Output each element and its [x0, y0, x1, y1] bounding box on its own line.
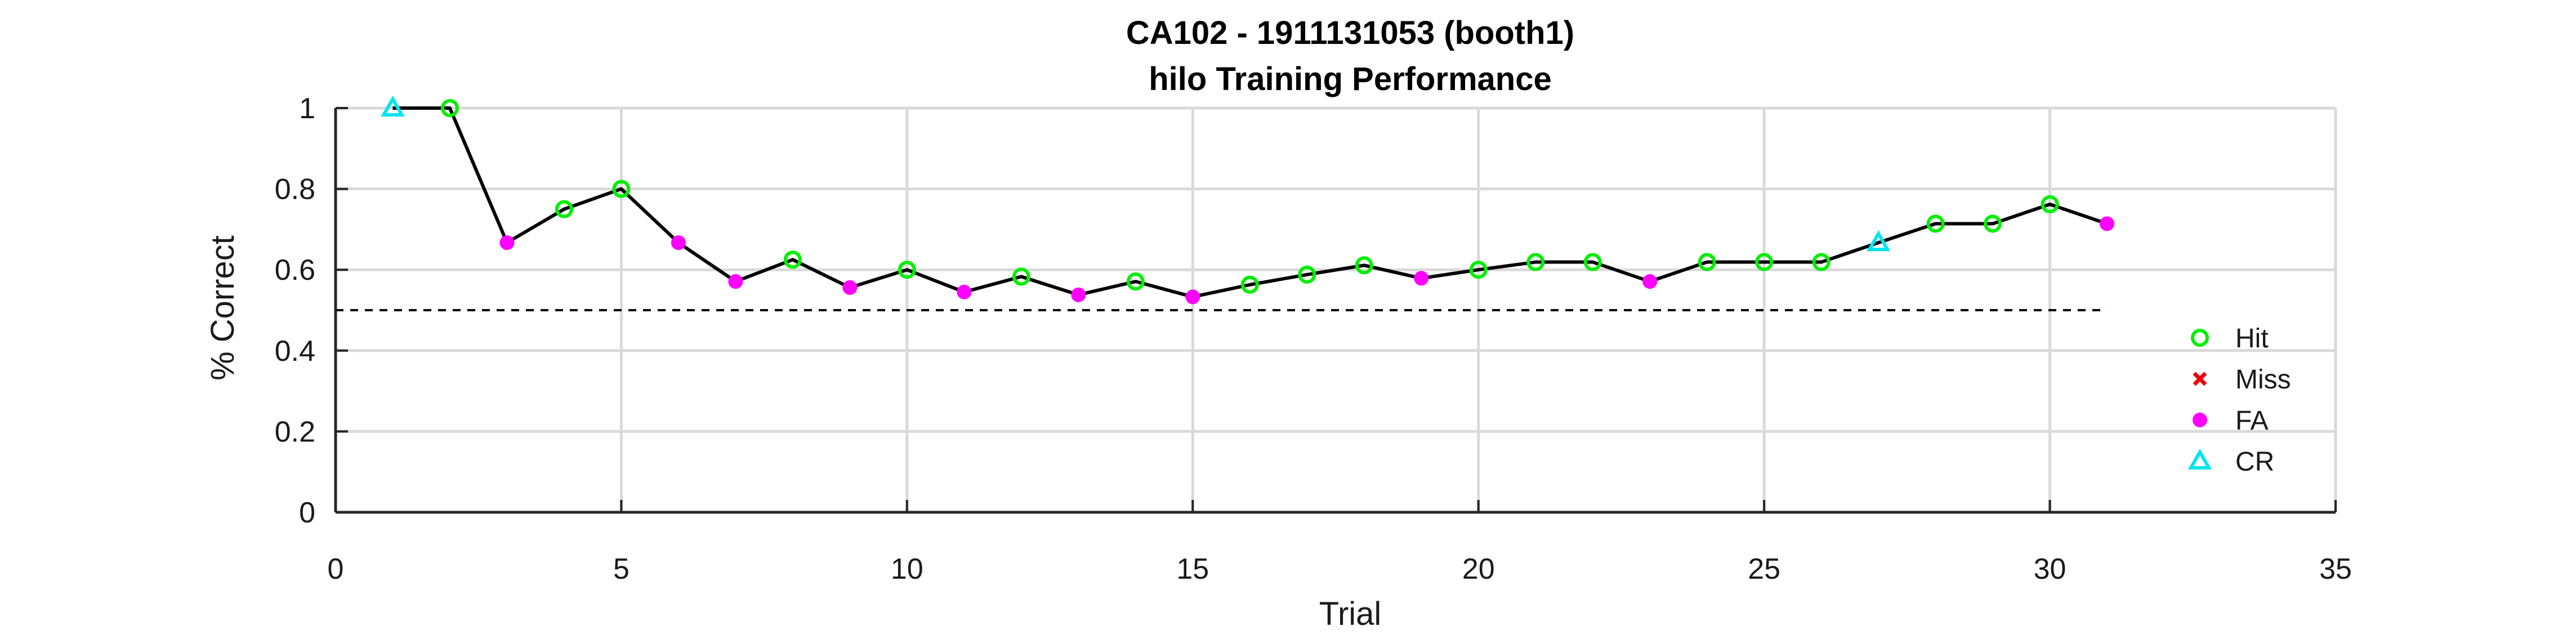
x-tick-label: 30: [2034, 553, 2066, 585]
data-point-fa: [1642, 274, 1658, 289]
data-point-hit: [1126, 272, 1145, 291]
x-axis-label: Trial: [1319, 596, 1382, 632]
data-point-fa: [2100, 216, 2115, 231]
data-point-hit: [1012, 267, 1030, 286]
data-point-hit: [1240, 275, 1259, 294]
x-tick-label: 20: [1462, 553, 1495, 585]
data-point-hit: [1583, 253, 1602, 271]
legend-label-hit: Hit: [2235, 324, 2269, 354]
x-tick-label: 5: [613, 553, 630, 585]
x-tick-label: 15: [1176, 553, 1209, 585]
data-point-hit: [1526, 253, 1545, 271]
data-point-fa: [957, 284, 972, 299]
legend: Hit Miss FA CR: [2187, 324, 2291, 477]
data-point-hit: [2041, 195, 2059, 213]
data-point-hit: [1469, 261, 1488, 279]
y-axis-label: % Correct: [204, 235, 241, 381]
legend-label-fa: FA: [2235, 406, 2269, 436]
data-point-hit: [783, 251, 802, 269]
y-tick-label: 0: [299, 497, 315, 529]
y-tick-label: 1: [299, 92, 315, 125]
data-point-fa: [842, 280, 858, 295]
miss-marker-stroke: [2193, 372, 2207, 386]
data-point-fa: [671, 235, 686, 251]
tick-labels: 0 5 10 15 20 25 30 35 0 0.2 0.4 0.6 0.8 1: [275, 92, 2352, 585]
data-point-fa: [728, 274, 743, 289]
legend-label-miss: Miss: [2235, 365, 2291, 395]
legend-marker-hit: [2191, 329, 2209, 347]
data-point-hit: [1755, 253, 1774, 271]
data-point-hit: [898, 261, 916, 279]
chart-title-line1: CA102 - 1911131053 (booth1): [1126, 15, 1574, 51]
data-point-fa: [1071, 287, 1086, 302]
data-point-hit: [1926, 214, 1945, 233]
data-point-hit: [1298, 265, 1316, 284]
data-point-hit: [612, 180, 631, 198]
data-point-cr: [381, 95, 405, 117]
axes: [334, 107, 2337, 514]
x-tick-label: 35: [2319, 553, 2352, 585]
data-point-hit: [1698, 253, 1716, 271]
data-point-fa: [1414, 271, 1429, 286]
y-tick-label: 0.4: [275, 335, 315, 368]
y-tick-label: 0.2: [275, 415, 315, 448]
legend-marker-miss: [2193, 372, 2207, 386]
x-tick-label: 0: [328, 553, 344, 585]
legend-marker-cr: [2187, 448, 2212, 469]
data-point-fa: [499, 235, 515, 251]
data-point-fa: [1185, 289, 1200, 305]
legend-marker-fa: [2193, 413, 2207, 427]
chart-title-line2: hilo Training Performance: [1149, 61, 1551, 97]
x-tick-label: 10: [891, 553, 923, 585]
data-point-hit: [1984, 214, 2002, 233]
y-tick-label: 0.8: [275, 173, 315, 206]
data-point-hit: [1355, 256, 1373, 275]
grid-lines: [334, 106, 2337, 514]
x-tick-label: 25: [1748, 553, 1780, 585]
data-point-cr: [1866, 230, 1891, 252]
data-point-hit: [440, 99, 459, 117]
data-point-hit: [1812, 253, 1831, 271]
data-markers: [381, 95, 2115, 305]
data-point-hit: [555, 200, 573, 218]
legend-label-cr: CR: [2235, 447, 2274, 477]
y-tick-label: 0.6: [275, 254, 315, 287]
